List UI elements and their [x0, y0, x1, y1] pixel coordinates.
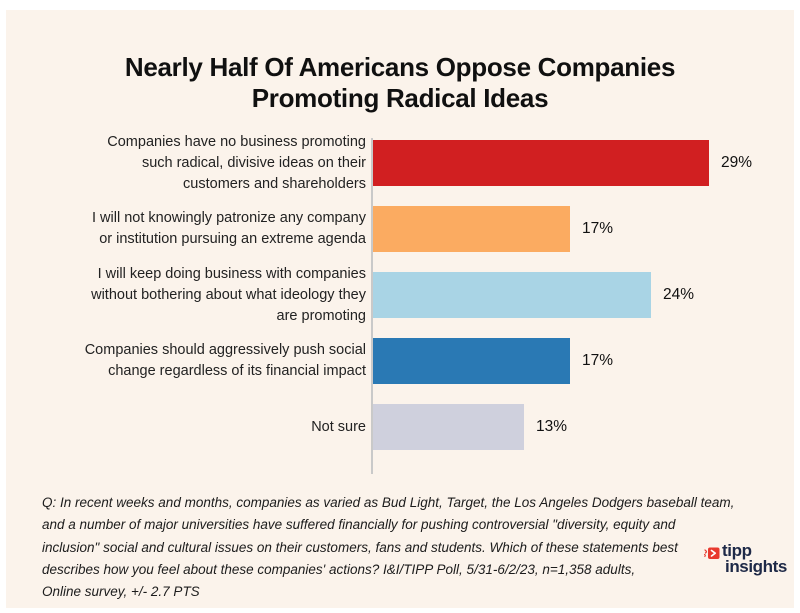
chart-row: Companies should aggressively push socia…	[30, 338, 770, 384]
bar	[373, 206, 570, 252]
chart-row: I will not knowingly patronize any compa…	[30, 206, 770, 252]
bar	[373, 338, 570, 384]
chart-title-line1: Nearly Half Of Americans Oppose Companie…	[124, 52, 676, 82]
footnote-line: describes how you feel about these compa…	[42, 561, 636, 577]
logo-brand-bottom: insights	[725, 557, 787, 576]
chart-title: Nearly Half Of Americans Oppose Companie…	[0, 52, 800, 114]
bar-wrap: 29%	[373, 140, 752, 186]
bar	[373, 140, 709, 186]
chart-row: Companies have no business promoting suc…	[30, 134, 770, 192]
chart: Companies have no business promoting suc…	[30, 134, 770, 475]
tipp-insights-logo: tipp insights	[703, 541, 787, 576]
category-label: I will keep doing business with companie…	[91, 265, 366, 324]
chart-row: I will keep doing business with companie…	[30, 266, 770, 324]
category-label: Companies have no business promoting suc…	[107, 133, 366, 192]
footnote-line: Q: In recent weeks and months, companies…	[42, 495, 735, 510]
footnote: Q: In recent weeks and months, companies…	[42, 492, 734, 603]
footnote-line: and a number of major universities have …	[42, 517, 676, 533]
logo-text: tipp insights	[722, 541, 787, 576]
bar	[373, 272, 651, 318]
bar-wrap: 17%	[373, 206, 613, 252]
bar	[373, 404, 524, 450]
category-label: Companies should aggressively push socia…	[84, 342, 366, 379]
logo-arrow-icon	[703, 546, 720, 565]
value-label: 17%	[582, 220, 614, 237]
axis-line	[371, 138, 373, 474]
chart-row: Not sure 13%	[30, 404, 770, 450]
value-label: 24%	[663, 286, 695, 303]
value-label: 29%	[721, 154, 753, 171]
value-label: 17%	[582, 352, 614, 369]
footnote-line: inclusion" social and cultural issues on…	[42, 539, 678, 555]
footnote-line: Online survey, +/- 2.7 PTS	[42, 584, 200, 600]
bar-wrap: 13%	[373, 404, 567, 450]
logo-brand-top: tipp	[722, 541, 752, 560]
value-label: 13%	[536, 418, 568, 435]
bar-wrap: 24%	[373, 272, 694, 318]
category-label: I will not knowingly patronize any compa…	[91, 210, 366, 247]
category-label: Not sure	[311, 418, 366, 435]
bar-wrap: 17%	[373, 338, 613, 384]
chart-title-line2: Promoting Radical Ideas	[251, 83, 549, 113]
